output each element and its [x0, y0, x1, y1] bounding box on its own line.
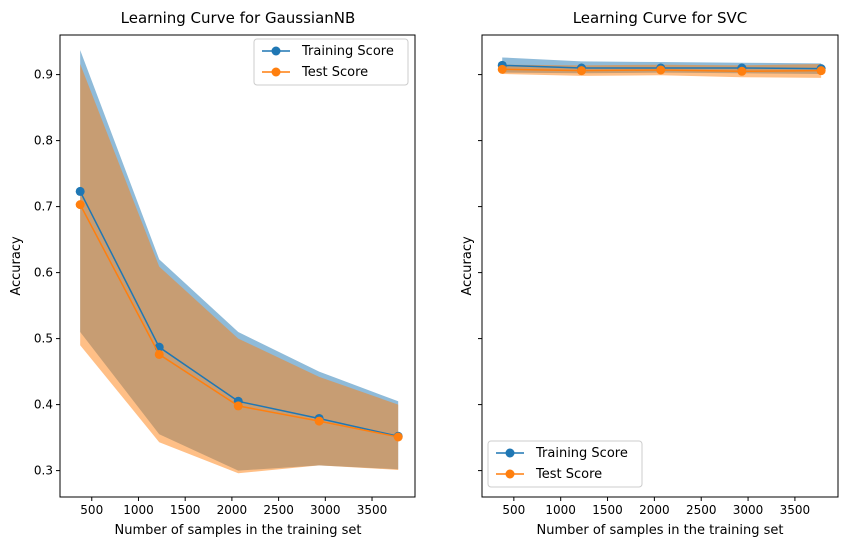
chart-title: Learning Curve for SVC [573, 9, 748, 27]
axes-frame [59, 34, 416, 498]
data-point [816, 66, 826, 76]
legend-marker-dot [271, 67, 281, 77]
chart-title: Learning Curve for GaussianNB [121, 9, 356, 27]
legend-marker-dot [505, 469, 515, 479]
y-tick-label: 0.4 [34, 398, 53, 412]
data-point [393, 432, 403, 442]
x-tick-label: 2500 [263, 503, 294, 517]
tick-marks: 500 1000 1500 2000 2500 3000 3500 [478, 74, 811, 517]
y-tick-label: 0.9 [34, 68, 53, 82]
x-tick-label: 3500 [780, 503, 811, 517]
x-tick-label: 2000 [217, 503, 248, 517]
y-axis-label: Accuracy [460, 236, 475, 296]
legend-marker-dot [271, 46, 281, 56]
y-tick-label: 0.6 [34, 266, 53, 280]
legend-label: Test Score [535, 467, 602, 482]
x-tick-label: 1500 [170, 503, 201, 517]
y-tick-label: 0.5 [34, 332, 53, 346]
chart-gaussiannb: Learning Curve for GaussianNB 500 1000 150… [9, 9, 416, 538]
legend-marker-dot [505, 448, 515, 458]
data-point [656, 65, 666, 75]
x-tick-label: 2500 [686, 503, 717, 517]
x-tick-label: 1500 [592, 503, 623, 517]
chart-svc: Learning Curve for SVC 500 1000 1500 2000 25… [460, 9, 839, 538]
y-axis-label: Accuracy [9, 236, 24, 296]
x-axis-label: Number of samples in the training set [537, 523, 784, 538]
plot-area [497, 57, 826, 78]
data-point [75, 200, 85, 210]
y-tick-label: 0.8 [34, 134, 53, 148]
x-tick-label: 3000 [310, 503, 341, 517]
plot-area [75, 50, 403, 474]
x-axis-label: Number of samples in the training set [115, 523, 362, 538]
x-tick-label: 1000 [123, 503, 154, 517]
y-tick-label: 0.3 [34, 464, 53, 478]
x-tick-label: 500 [502, 503, 525, 517]
data-point [737, 66, 747, 76]
legend: Training Score Test Score [487, 440, 643, 488]
data-point [497, 64, 507, 74]
x-tick-label: 3500 [357, 503, 388, 517]
data-point [314, 416, 324, 426]
confidence-band [80, 64, 399, 474]
x-tick-label: 2000 [639, 503, 670, 517]
x-tick-label: 1000 [545, 503, 576, 517]
x-tick-label: 500 [80, 503, 103, 517]
legend-box [487, 440, 643, 488]
x-tick-label: 3000 [733, 503, 764, 517]
legend-label: Training Score [301, 44, 394, 59]
tick-marks: 500 1000 1500 2000 2500 3000 3500 0.3 0.4 0.5 0.6 0… [34, 68, 387, 517]
data-point [75, 186, 85, 196]
legend-box [253, 38, 409, 86]
legend-label: Training Score [535, 446, 628, 461]
y-tick-label: 0.7 [34, 200, 53, 214]
data-point [576, 66, 586, 76]
legend: Training Score Test Score [253, 38, 409, 86]
data-point [233, 401, 243, 411]
axes-frame [481, 34, 839, 498]
data-point [154, 349, 164, 359]
legend-label: Test Score [301, 65, 368, 80]
